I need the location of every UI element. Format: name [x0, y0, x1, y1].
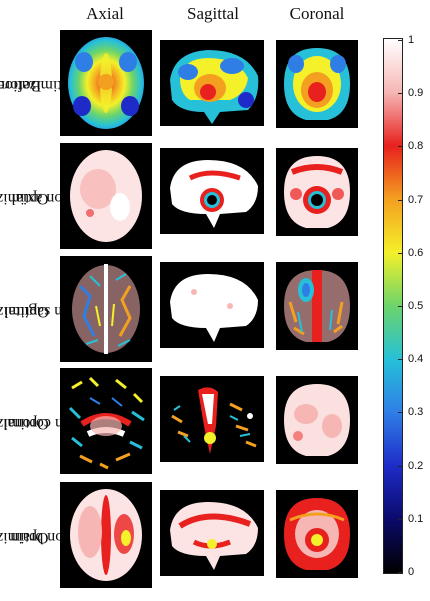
colorbar-tick-label: 0.8: [408, 140, 424, 153]
image-sagittal-opt-axial: [160, 148, 264, 234]
image-coronal-opt-brain: [276, 490, 358, 578]
colorbar-tick-label: 1: [408, 34, 415, 46]
colorbar-tick-label: 0.3: [408, 406, 424, 419]
colorbar-tick-mark: [398, 518, 403, 520]
image-sagittal-opt-coronal: [160, 376, 264, 462]
image-coronal-opt-sagittal: [276, 262, 358, 350]
row-label-optimize-brain: Optimizeon brain: [0, 529, 64, 546]
colorbar-tick-label: 0.4: [408, 353, 424, 366]
row-label-before-optimization: Before optimization: [0, 77, 78, 94]
image-axial-opt-sagittal: [60, 256, 152, 362]
image-sagittal-opt-sagittal: [160, 262, 264, 348]
image-before-sagittal: [160, 40, 264, 126]
row-label-optimize-coronal: Optimizeon coronal: [0, 415, 71, 432]
image-axial-opt-axial: [60, 143, 152, 249]
column-header-coronal: Coronal: [289, 4, 345, 23]
colorbar-tick-mark: [398, 93, 403, 95]
image-axial-opt-coronal: [60, 368, 152, 474]
colorbar-tick-label: 0.7: [408, 193, 424, 206]
colorbar-tick-label: 0.9: [408, 87, 424, 100]
image-coronal-opt-axial: [276, 148, 358, 236]
colorbar-tick-mark: [398, 40, 403, 41]
column-header-sagittal: Sagittal: [187, 4, 239, 23]
colorbar-tick-label: 0: [408, 566, 415, 578]
row-label-optimize-sagittal: Optimizeon sagittal: [0, 303, 71, 320]
colorbar-tick-mark: [398, 146, 403, 148]
image-before-coronal: [276, 40, 358, 128]
colorbar-tick-mark: [398, 199, 403, 201]
colorbar-tick-label: 0.5: [408, 300, 424, 312]
colorbar-tick-mark: [398, 572, 403, 573]
colorbar-tick-label: 0.6: [408, 246, 424, 259]
row-label-optimize-axial: Optimizeon axial: [0, 190, 63, 207]
image-axial-opt-brain: [60, 482, 152, 588]
image-before-axial: [60, 30, 152, 136]
colorbar-tick-label: 0.1: [408, 512, 424, 525]
colorbar-tick-mark: [398, 306, 403, 307]
colorbar-tick-mark: [398, 412, 403, 414]
image-coronal-opt-coronal: [276, 376, 358, 464]
image-sagittal-opt-brain: [160, 490, 264, 576]
column-header-axial: Axial: [86, 4, 124, 23]
colorbar-tick-label: 0.2: [408, 459, 424, 472]
colorbar-tick-mark: [398, 359, 403, 361]
colorbar-tick-mark: [398, 465, 403, 467]
colorbar-tick-mark: [398, 252, 403, 254]
